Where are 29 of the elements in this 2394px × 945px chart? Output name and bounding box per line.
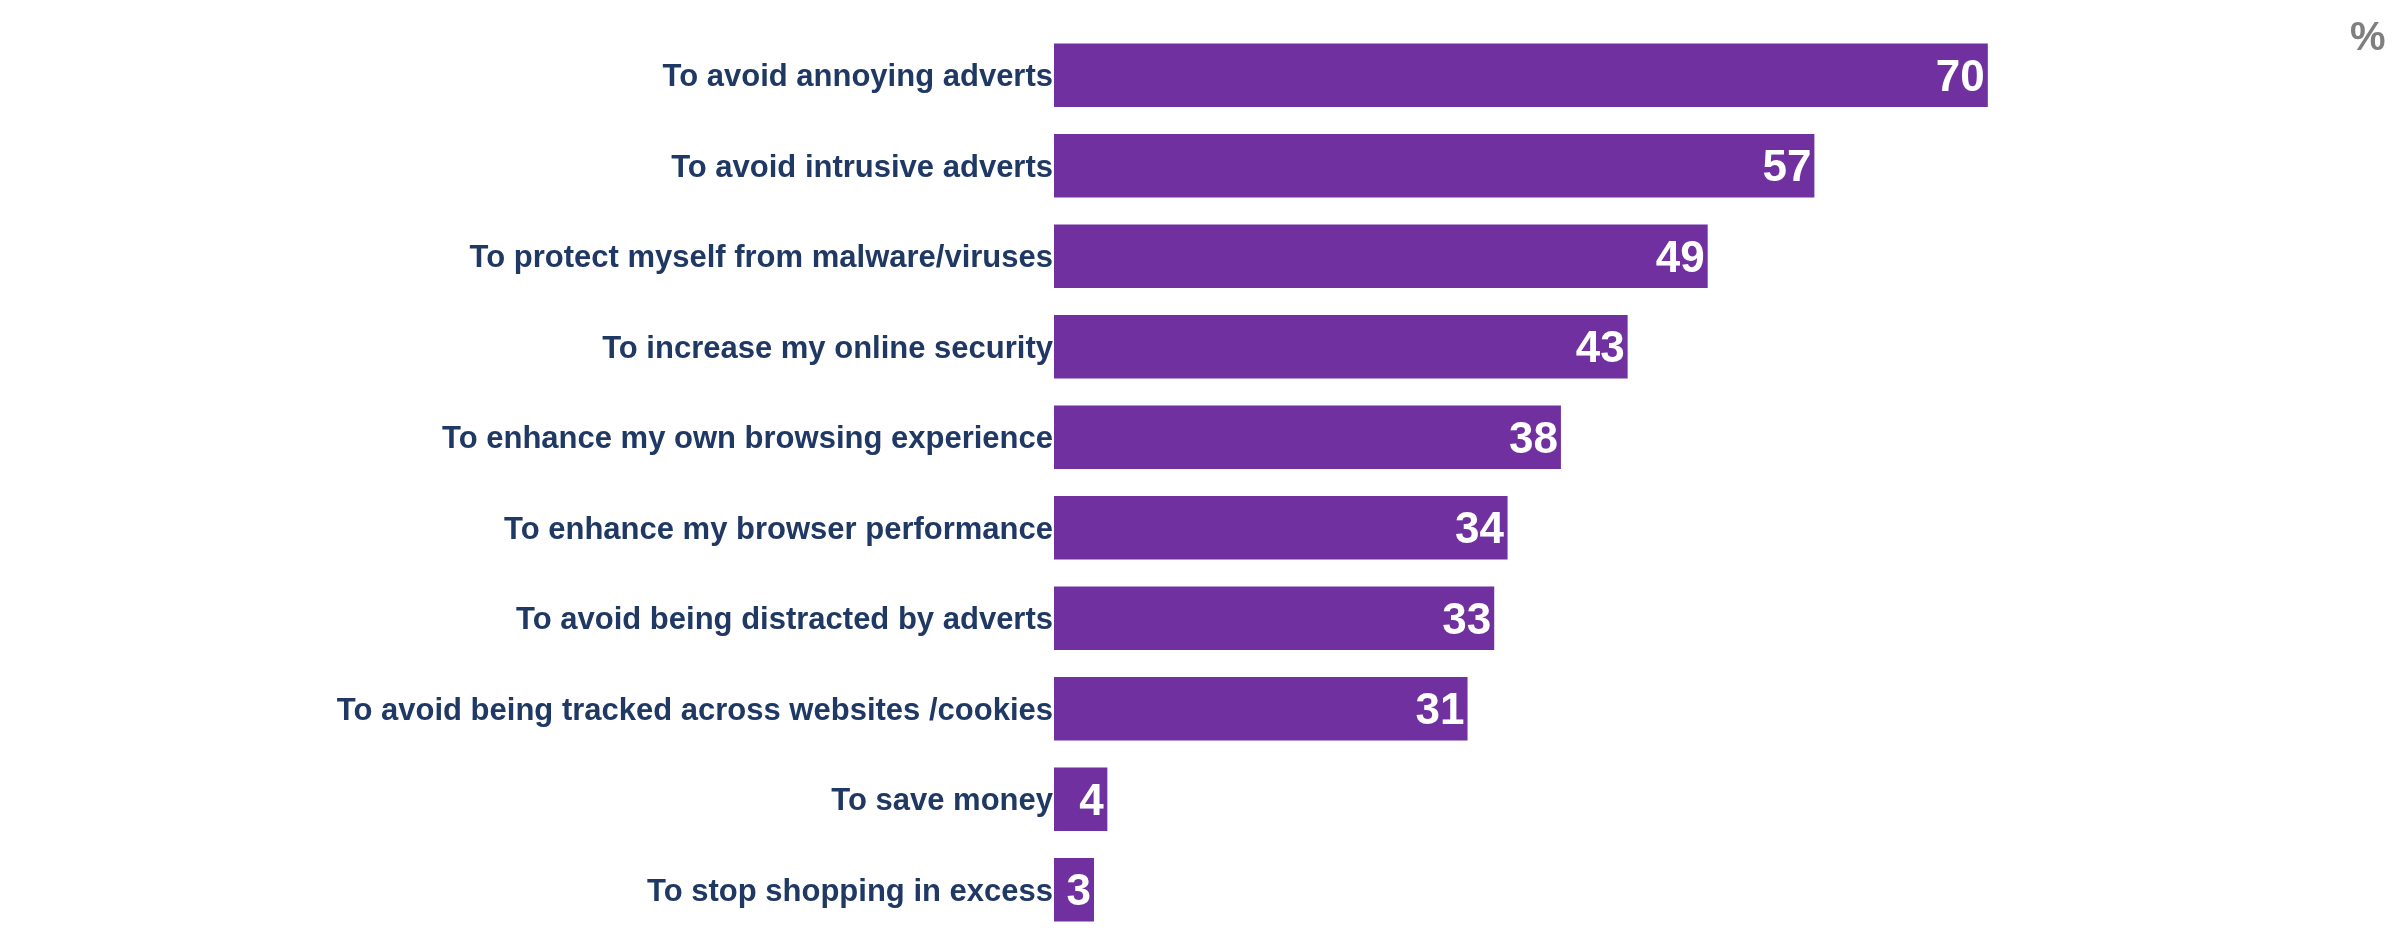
- bar: [1054, 315, 1628, 379]
- data-label: 43: [1575, 322, 1625, 372]
- y-tick-label: To enhance my own browsing experience: [442, 420, 1053, 456]
- data-label: 33: [1442, 593, 1492, 643]
- bar: [1054, 134, 1815, 198]
- y-tick-label: To save money: [831, 782, 1054, 818]
- y-tick-label: To avoid being tracked across websites /cookies: [336, 691, 1053, 727]
- data-label: 70: [1935, 50, 1985, 100]
- y-tick-label: To avoid annoying adverts: [662, 58, 1053, 94]
- y-tick-label: To avoid being distracted by adverts: [516, 601, 1053, 637]
- y-tick-label: To enhance my browser performance: [504, 510, 1053, 546]
- data-label: 31: [1415, 684, 1465, 734]
- bar: [1054, 586, 1495, 650]
- y-tick-label: To stop shopping in excess: [647, 872, 1053, 908]
- y-tick-label: To avoid intrusive adverts: [671, 148, 1053, 184]
- y-tick-label: To protect myself from malware/viruses: [469, 239, 1053, 275]
- bar: [1054, 405, 1561, 469]
- bar: [1054, 224, 1708, 288]
- bar: [1054, 677, 1468, 741]
- data-label: 4: [1079, 774, 1105, 824]
- data-label: 57: [1762, 141, 1812, 191]
- data-label: 49: [1655, 231, 1705, 281]
- bar: [1054, 43, 1988, 107]
- data-label: 3: [1066, 865, 1092, 915]
- bar: [1054, 496, 1508, 560]
- text: %: [2350, 14, 2386, 58]
- y-tick-label: To increase my online security: [602, 329, 1054, 365]
- data-label: 38: [1508, 412, 1558, 462]
- data-label: 34: [1455, 503, 1505, 553]
